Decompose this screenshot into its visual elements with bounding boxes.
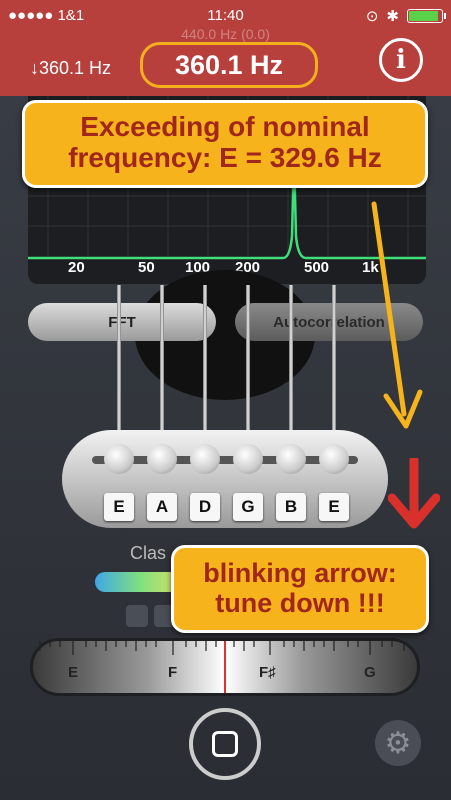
carrier-label: ●●●●● 1&1 [8, 7, 85, 24]
down-arrow-icon [388, 458, 440, 529]
guitar-string [332, 285, 336, 465]
indicator-square [154, 605, 176, 627]
stop-button[interactable] [189, 708, 261, 780]
string-knob[interactable] [190, 444, 220, 474]
scale-label-f: F [168, 664, 178, 681]
string-knob[interactable] [233, 444, 263, 474]
string-note-e-low[interactable]: E [104, 493, 134, 521]
stop-icon [212, 731, 238, 757]
string-note-a[interactable]: A [147, 493, 177, 521]
string-note-e-high[interactable]: E [319, 493, 349, 521]
callout-bottom-line1: blinking arrow: [203, 558, 397, 588]
current-frequency: ↓360.1 Hz [30, 58, 112, 78]
scale-label-g: G [364, 664, 376, 681]
callout-top-line2: frequency: E = 329.6 Hz [68, 142, 382, 174]
guitar-string [117, 285, 121, 465]
lock-rotation-icon: ⊙ [365, 8, 379, 25]
status-icons: ⊙ ✱ [365, 7, 446, 25]
scale-label-e: E [68, 664, 79, 681]
annotation-callout-top: Exceeding of nominal frequency: E = 329.… [22, 100, 428, 188]
callout-top-line1: Exceeding of nominal [80, 111, 370, 142]
indicator-square [126, 605, 148, 627]
reference-frequency: 440.0 Hz (0.0) [181, 26, 270, 42]
header-bar: ●●●●● 1&1 11:40 ⊙ ✱ 440.0 Hz (0.0) ↓360.… [0, 0, 451, 96]
string-note-d[interactable]: D [190, 493, 220, 521]
string-note-g[interactable]: G [233, 493, 263, 521]
guitar-string [203, 285, 207, 465]
string-note-b[interactable]: B [276, 493, 306, 521]
scale-label-f-sharp: F♯ [259, 664, 276, 681]
frequency-display: 360.1 Hz [140, 42, 318, 88]
tick-label: 20 [68, 259, 85, 276]
pickup-rail [92, 456, 358, 464]
info-icon[interactable]: i [379, 38, 423, 82]
string-knob[interactable] [276, 444, 306, 474]
annotation-arrow [371, 201, 423, 429]
tick-label: 1k [362, 259, 379, 276]
scale-ticks [39, 641, 405, 655]
callout-bottom-line2: tune down !!! [215, 588, 385, 619]
battery-icon [407, 9, 446, 23]
signal-level-bar [95, 572, 185, 592]
guitar-string [289, 285, 293, 465]
clock: 11:40 [207, 7, 244, 24]
bluetooth-icon: ✱ [386, 8, 399, 25]
annotation-callout-bottom: blinking arrow: tune down !!! [171, 545, 429, 633]
string-knob[interactable] [319, 444, 349, 474]
gear-icon[interactable]: ⚙ [375, 720, 421, 766]
string-knob[interactable] [147, 444, 177, 474]
guitar-string [160, 285, 164, 465]
tick-label: 50 [138, 259, 155, 276]
tuning-needle [224, 641, 226, 693]
string-knob[interactable] [104, 444, 134, 474]
tuning-mode-label[interactable]: Clas [130, 543, 167, 563]
guitar-string [246, 285, 250, 465]
tick-label: 500 [304, 259, 330, 276]
fft-button[interactable]: FFT [28, 303, 216, 341]
